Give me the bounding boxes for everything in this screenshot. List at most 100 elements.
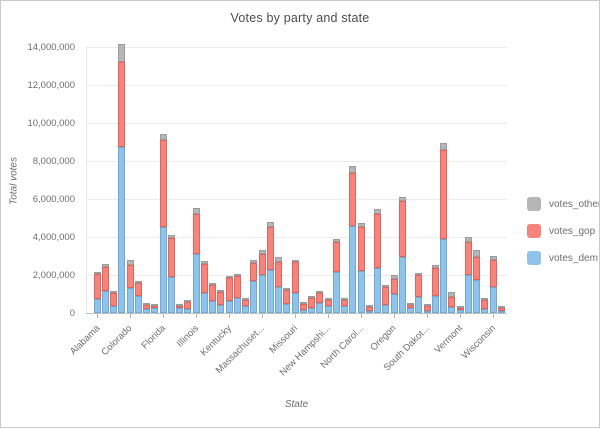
bar-new-mexico-votes_other[interactable] bbox=[341, 297, 348, 300]
bar-colorado-votes_other[interactable] bbox=[126, 260, 134, 265]
bar-new-jersey-votes_gop[interactable] bbox=[332, 241, 340, 273]
bar-new-jersey-votes_other[interactable] bbox=[332, 239, 340, 242]
bar-rhode-island[interactable] bbox=[407, 302, 414, 313]
bar-west-virginia-votes_dem[interactable] bbox=[481, 309, 489, 313]
bar-district-of-columbia-votes_other[interactable] bbox=[151, 303, 159, 306]
bar-ohio[interactable] bbox=[374, 208, 381, 313]
bar-tennessee-votes_dem[interactable] bbox=[431, 296, 439, 313]
bar-georgia-votes_dem[interactable] bbox=[167, 277, 175, 313]
bar-massachusetts[interactable] bbox=[258, 249, 266, 313]
bar-arkansas-votes_dem[interactable] bbox=[110, 305, 117, 313]
bar-kansas-votes_other[interactable] bbox=[217, 290, 225, 293]
bar-new-york-votes_dem[interactable] bbox=[349, 226, 357, 313]
bar-montana-votes_gop[interactable] bbox=[299, 304, 307, 310]
bar-ohio-votes_other[interactable] bbox=[374, 208, 381, 214]
bar-south-carolina-votes_dem[interactable] bbox=[415, 296, 423, 313]
bar-pennsylvania-votes_dem[interactable] bbox=[398, 257, 406, 313]
bar-florida-votes_gop[interactable] bbox=[159, 139, 167, 228]
bar-florida-votes_dem[interactable] bbox=[159, 227, 167, 313]
bar-kentucky-votes_gop[interactable] bbox=[225, 278, 233, 302]
bar-missouri[interactable] bbox=[291, 259, 299, 313]
bar-north-dakota[interactable] bbox=[365, 304, 373, 313]
bar-wisconsin[interactable] bbox=[489, 256, 497, 313]
bar-illinois-votes_other[interactable] bbox=[192, 207, 200, 214]
bar-minnesota-votes_gop[interactable] bbox=[275, 261, 282, 288]
bar-maine-votes_other[interactable] bbox=[242, 297, 249, 300]
bar-minnesota[interactable] bbox=[275, 257, 282, 313]
bar-nevada[interactable] bbox=[316, 291, 324, 313]
bar-new-hampshire[interactable] bbox=[324, 297, 332, 313]
bar-kentucky-votes_other[interactable] bbox=[225, 276, 233, 279]
bar-louisiana[interactable] bbox=[233, 273, 241, 313]
bar-nebraska[interactable] bbox=[308, 296, 315, 313]
bar-idaho-votes_dem[interactable] bbox=[184, 309, 192, 313]
bar-delaware-votes_dem[interactable] bbox=[143, 308, 150, 313]
bar-virginia-votes_other[interactable] bbox=[464, 237, 472, 242]
bar-arizona-votes_gop[interactable] bbox=[101, 267, 109, 291]
bar-hawaii-votes_other[interactable] bbox=[176, 303, 183, 306]
bar-new-hampshire-votes_gop[interactable] bbox=[324, 299, 332, 307]
bar-ohio-votes_dem[interactable] bbox=[374, 267, 381, 313]
bar-oregon-votes_gop[interactable] bbox=[390, 279, 398, 294]
bar-nevada-votes_dem[interactable] bbox=[316, 302, 324, 313]
bar-south-carolina-votes_gop[interactable] bbox=[415, 274, 423, 297]
bar-new-mexico-votes_dem[interactable] bbox=[341, 305, 348, 313]
bar-new-hampshire-votes_dem[interactable] bbox=[324, 306, 332, 313]
bar-south-carolina[interactable] bbox=[415, 272, 423, 313]
bar-west-virginia[interactable] bbox=[481, 298, 489, 313]
bar-pennsylvania-votes_other[interactable] bbox=[398, 196, 406, 201]
bar-idaho-votes_other[interactable] bbox=[184, 299, 192, 302]
bar-utah-votes_other[interactable] bbox=[448, 291, 456, 298]
bar-missouri-votes_dem[interactable] bbox=[291, 292, 299, 313]
bar-utah[interactable] bbox=[448, 291, 456, 313]
bar-new-york-votes_other[interactable] bbox=[349, 166, 357, 173]
bar-pennsylvania[interactable] bbox=[398, 196, 406, 313]
bar-maine-votes_dem[interactable] bbox=[242, 306, 249, 313]
bar-nebraska-votes_other[interactable] bbox=[308, 296, 315, 299]
bar-oregon-votes_dem[interactable] bbox=[390, 293, 398, 313]
bar-utah-votes_gop[interactable] bbox=[448, 297, 456, 308]
bar-washington-votes_gop[interactable] bbox=[473, 256, 480, 280]
bar-colorado-votes_dem[interactable] bbox=[126, 287, 134, 313]
bar-nevada-votes_gop[interactable] bbox=[316, 293, 324, 303]
bar-wyoming-votes_gop[interactable] bbox=[497, 307, 505, 311]
bar-illinois[interactable] bbox=[192, 207, 200, 313]
bar-massachusetts-votes_dem[interactable] bbox=[258, 275, 266, 313]
bar-washington-votes_other[interactable] bbox=[473, 250, 480, 257]
bar-kansas-votes_gop[interactable] bbox=[217, 292, 225, 305]
bar-wisconsin-votes_dem[interactable] bbox=[489, 286, 497, 313]
bar-texas-votes_dem[interactable] bbox=[440, 239, 447, 313]
bar-texas-votes_other[interactable] bbox=[440, 142, 447, 151]
bar-tennessee-votes_other[interactable] bbox=[431, 265, 439, 268]
bar-north-carolina[interactable] bbox=[357, 222, 365, 313]
bar-georgia-votes_other[interactable] bbox=[167, 234, 175, 238]
bar-oklahoma-votes_other[interactable] bbox=[382, 285, 390, 287]
bar-georgia[interactable] bbox=[167, 234, 175, 313]
bar-iowa-votes_other[interactable] bbox=[209, 283, 216, 286]
bar-connecticut-votes_dem[interactable] bbox=[134, 295, 142, 313]
bar-rhode-island-votes_other[interactable] bbox=[407, 302, 414, 305]
bar-colorado[interactable] bbox=[126, 260, 134, 313]
bar-maryland-votes_gop[interactable] bbox=[250, 263, 258, 282]
bar-vermont-votes_gop[interactable] bbox=[456, 307, 464, 310]
bar-wisconsin-votes_other[interactable] bbox=[489, 256, 497, 261]
bar-oregon[interactable] bbox=[390, 275, 398, 313]
bar-tennessee-votes_gop[interactable] bbox=[431, 267, 439, 297]
bar-louisiana-votes_other[interactable] bbox=[233, 273, 241, 276]
bar-montana-votes_other[interactable] bbox=[299, 302, 307, 305]
bar-wisconsin-votes_gop[interactable] bbox=[489, 260, 497, 287]
bar-arkansas-votes_gop[interactable] bbox=[110, 292, 117, 306]
bar-idaho[interactable] bbox=[184, 299, 192, 313]
bar-mississippi-votes_other[interactable] bbox=[283, 288, 291, 291]
bar-south-dakota-votes_dem[interactable] bbox=[423, 310, 431, 313]
bar-missouri-votes_gop[interactable] bbox=[291, 262, 299, 293]
bar-minnesota-votes_dem[interactable] bbox=[275, 287, 282, 313]
bar-michigan-votes_other[interactable] bbox=[266, 221, 274, 227]
bar-maine[interactable] bbox=[242, 297, 249, 313]
bar-district-of-columbia-votes_gop[interactable] bbox=[151, 305, 159, 308]
bar-kansas[interactable] bbox=[217, 290, 225, 313]
bar-california[interactable] bbox=[118, 43, 126, 313]
bar-south-dakota-votes_gop[interactable] bbox=[423, 306, 431, 311]
bar-iowa[interactable] bbox=[209, 283, 216, 313]
bar-oregon-votes_other[interactable] bbox=[390, 275, 398, 280]
